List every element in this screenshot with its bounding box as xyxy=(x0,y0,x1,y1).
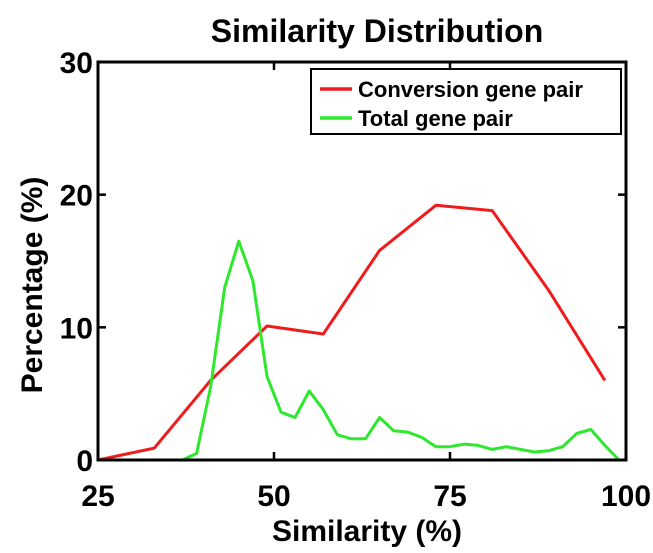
y-tick-label-30: 30 xyxy=(60,47,93,80)
legend-box xyxy=(310,68,622,135)
x-axis-label: Similarity (%) xyxy=(272,515,462,548)
legend: Conversion gene pair Total gene pair xyxy=(310,68,622,135)
y-tick-label-20: 20 xyxy=(60,180,93,213)
series-line-conversion-gene-pair xyxy=(97,203,607,462)
legend-label-conversion: Conversion gene pair xyxy=(358,77,583,102)
x-tick-label-100: 100 xyxy=(601,480,651,513)
series-layer xyxy=(97,203,621,462)
x-tick-label-75: 75 xyxy=(433,480,466,513)
tick-layer: 25 50 75 100 0 10 20 30 xyxy=(60,47,651,513)
series-line-total-gene-pair xyxy=(98,239,621,462)
x-tick-label-25: 25 xyxy=(81,480,114,513)
y-tick-label-0: 0 xyxy=(76,445,93,478)
y-tick-label-10: 10 xyxy=(60,312,93,345)
chart-title: Similarity Distribution xyxy=(211,13,543,49)
plot-frame xyxy=(96,60,628,462)
x-tick-label-50: 50 xyxy=(257,480,290,513)
y-axis-label: Percentage (%) xyxy=(16,177,49,394)
legend-label-total: Total gene pair xyxy=(358,106,513,131)
